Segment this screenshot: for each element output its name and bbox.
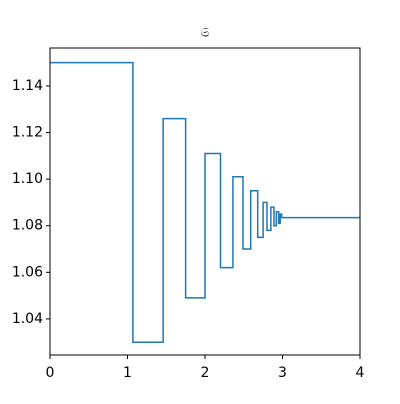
x-tick-label: 1 xyxy=(123,365,132,381)
y-tick-label: 1.10 xyxy=(12,171,43,187)
x-tick-label: 2 xyxy=(201,365,210,381)
y-tick-label: 1.14 xyxy=(12,78,43,94)
series-line xyxy=(50,61,360,343)
plot-frame xyxy=(49,47,361,356)
x-tick-label: 0 xyxy=(46,365,55,381)
x-tick-label: 3 xyxy=(278,365,287,381)
chart-title: 𝔖 xyxy=(200,26,209,41)
y-tick-label: 1.06 xyxy=(12,264,43,280)
y-tick-label: 1.12 xyxy=(12,125,43,141)
y-tick-label: 1.04 xyxy=(12,311,43,327)
x-tick-label: 4 xyxy=(356,365,365,381)
y-tick-label: 1.08 xyxy=(12,218,43,234)
